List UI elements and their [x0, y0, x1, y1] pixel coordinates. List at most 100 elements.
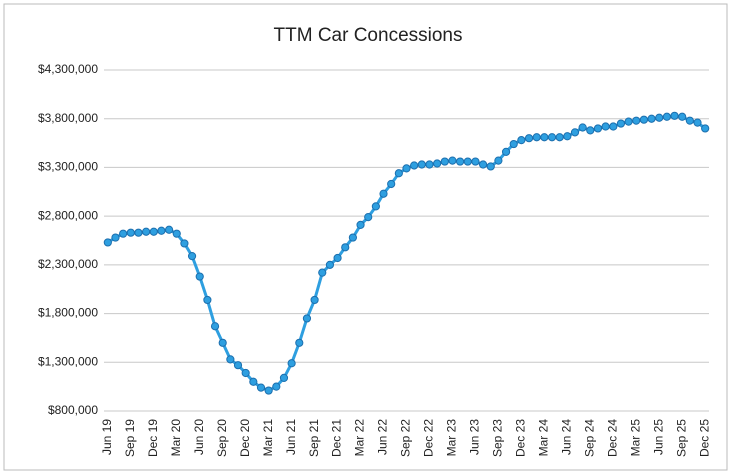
data-point: [456, 157, 465, 166]
data-point: [256, 383, 266, 392]
y-tick-label: $3,800,000: [38, 111, 98, 125]
x-tick-label: Mar 25: [628, 419, 642, 457]
x-tick-label: Jun 23: [468, 419, 482, 455]
y-tick-label: $4,300,000: [38, 62, 98, 76]
data-point: [356, 220, 365, 230]
x-tick-label: Dec 21: [330, 419, 344, 457]
data-point: [187, 251, 197, 261]
x-tick-label: Dec 20: [238, 419, 252, 457]
x-tick-label: Mar 24: [537, 419, 551, 457]
data-point: [126, 228, 135, 237]
data-point: [463, 157, 472, 166]
data-point: [440, 157, 449, 166]
data-point: [379, 189, 388, 198]
data-point: [134, 228, 143, 237]
data-point: [333, 253, 342, 263]
data-point: [433, 159, 442, 168]
data-point: [410, 161, 419, 170]
data-point: [264, 386, 273, 395]
data-point: [272, 382, 281, 391]
x-tick-label: Dec 19: [146, 419, 160, 457]
data-point: [517, 136, 526, 145]
data-point: [478, 160, 488, 169]
data-point: [471, 157, 480, 166]
x-tick-label: Jun 24: [559, 419, 573, 455]
data-point: [325, 260, 335, 269]
data-point: [655, 113, 664, 122]
x-tick-label: Jun 19: [100, 419, 114, 455]
x-tick-label: Jun 20: [192, 419, 206, 455]
y-tick-label: $2,800,000: [38, 208, 98, 222]
data-point: [601, 122, 610, 131]
y-tick-label: $1,300,000: [38, 354, 98, 368]
data-point: [685, 116, 694, 125]
data-point: [402, 164, 411, 173]
data-point: [172, 229, 181, 238]
data-point: [563, 132, 572, 141]
x-tick-label: Dec 24: [605, 419, 619, 457]
data-point: [586, 126, 595, 135]
data-point: [180, 239, 189, 248]
data-point: [218, 338, 227, 347]
data-point: [570, 128, 580, 137]
data-point: [103, 238, 112, 247]
data-point: [486, 162, 495, 171]
data-point: [578, 123, 587, 132]
data-point: [394, 169, 403, 178]
data-point: [693, 118, 702, 127]
x-tick-label: Mar 21: [261, 419, 275, 457]
data-point: [609, 122, 618, 131]
data-point: [203, 295, 212, 305]
data-point: [639, 115, 649, 124]
data-point: [494, 156, 503, 165]
data-point: [425, 160, 434, 169]
x-tick-label: Jun 25: [651, 419, 665, 455]
data-point: [142, 227, 151, 236]
data-point: [662, 112, 671, 121]
data-point: [287, 359, 296, 368]
data-point: [509, 139, 518, 149]
data-point: [387, 179, 396, 189]
x-tick-label: Dec 25: [697, 419, 711, 457]
data-point: [647, 114, 656, 123]
x-tick-label: Sep 22: [399, 419, 413, 457]
data-point: [632, 116, 641, 125]
y-tick-label: $1,800,000: [38, 306, 98, 320]
x-tick-label: Sep 23: [491, 419, 505, 457]
chart-title: TTM Car Concessions: [274, 25, 463, 46]
x-tick-label: Mar 22: [353, 419, 367, 457]
x-tick-label: Sep 21: [307, 419, 321, 457]
data-point: [678, 112, 687, 121]
x-tick-label: Mar 20: [169, 419, 183, 457]
data-point: [318, 268, 327, 277]
data-point: [119, 229, 128, 238]
data-point: [593, 124, 603, 133]
data-point: [448, 156, 457, 165]
data-point: [540, 133, 549, 142]
data-point: [547, 133, 557, 142]
data-point: [157, 226, 166, 235]
data-point: [348, 233, 357, 242]
x-tick-label: Sep 24: [582, 419, 596, 457]
data-point: [149, 227, 158, 236]
x-tick-label: Sep 25: [674, 419, 688, 457]
data-point: [210, 322, 220, 331]
data-point: [195, 272, 204, 281]
data-point: [501, 147, 511, 156]
data-point: [233, 361, 243, 370]
data-point: [310, 295, 319, 305]
data-point: [555, 133, 564, 142]
data-point: [164, 225, 174, 234]
data-point: [701, 124, 710, 133]
x-tick-label: Dec 23: [514, 419, 528, 457]
data-point: [532, 133, 541, 142]
data-point: [417, 160, 426, 169]
data-point: [524, 134, 534, 143]
y-tick-label: $3,300,000: [38, 160, 98, 174]
data-point: [371, 202, 380, 211]
x-tick-label: Jun 22: [376, 419, 390, 455]
y-tick-label: $800,000: [48, 403, 98, 417]
data-point: [279, 373, 289, 382]
